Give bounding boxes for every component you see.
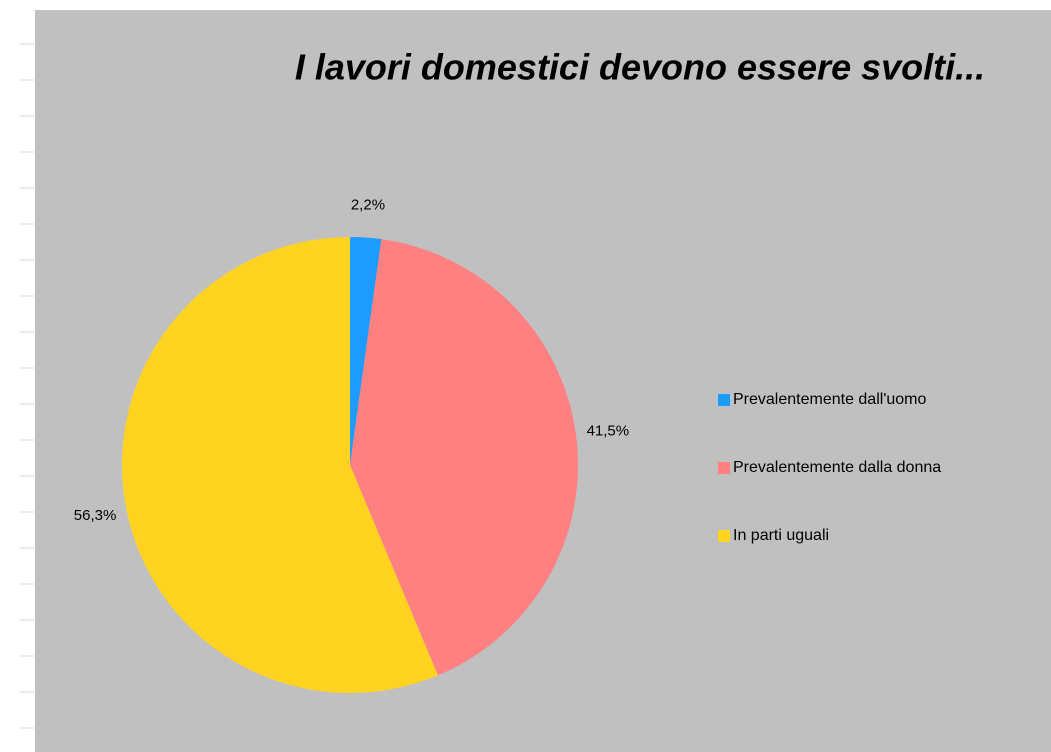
legend-swatch <box>718 530 730 542</box>
data-label: 56,3% <box>74 507 117 524</box>
pie-slice <box>350 239 579 676</box>
data-label: 2,2% <box>351 197 385 214</box>
legend-label: In parti uguali <box>733 527 829 544</box>
chart-title: I lavori domestici devono essere svolti.… <box>295 47 985 88</box>
pie-slice <box>122 237 438 693</box>
sheet-row-ticks <box>20 43 34 729</box>
data-label: 41,5% <box>587 423 630 440</box>
legend-label: Prevalentemente dall'uomo <box>733 391 926 408</box>
legend-swatch <box>718 394 730 406</box>
legend-swatch <box>718 462 730 474</box>
pie-slice <box>350 237 382 465</box>
legend-label: Prevalentemente dalla donna <box>733 459 941 476</box>
